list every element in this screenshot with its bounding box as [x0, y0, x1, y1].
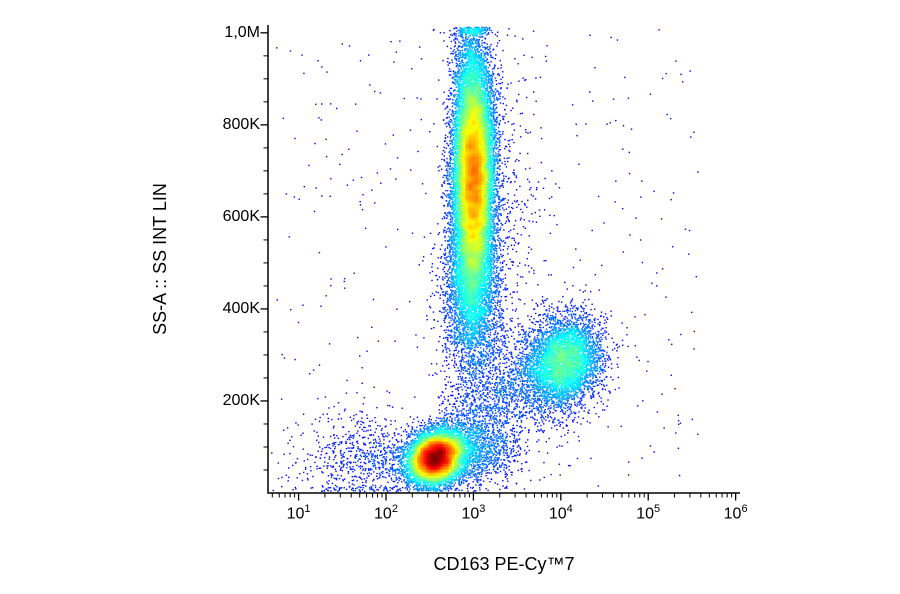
y-tick-label: 800K: [222, 115, 260, 133]
y-tick-label: 200K: [222, 391, 260, 409]
y-tick-label: 1,0M: [224, 23, 260, 41]
x-tick-label: 101: [286, 503, 311, 523]
x-tick-label: 105: [636, 503, 661, 523]
density-dotplot-canvas: [268, 25, 740, 493]
x-tick-label: 104: [548, 503, 573, 523]
x-tick-label: 103: [461, 503, 486, 523]
y-axis-title: SS-A :: SS INT LIN: [150, 183, 170, 335]
y-tick-label: 600K: [222, 207, 260, 225]
x-tick-label: 102: [374, 503, 398, 523]
x-axis-title: CD163 PE-Cy™7: [433, 554, 575, 574]
y-tick-label: 400K: [222, 299, 260, 317]
x-tick-label: 106: [723, 503, 748, 523]
